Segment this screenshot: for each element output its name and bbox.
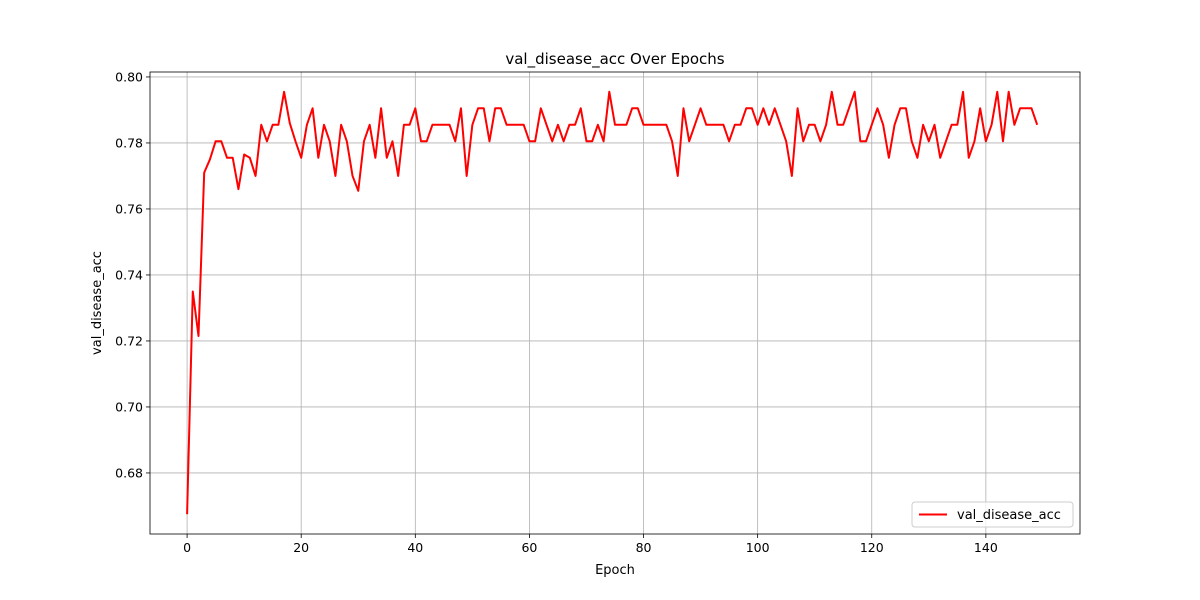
y-tick-label: 0.74 [115, 267, 143, 282]
x-axis-label: Epoch [595, 563, 635, 578]
x-tick-label: 40 [407, 540, 423, 555]
x-tick-label: 120 [860, 540, 884, 555]
x-tick-label: 140 [974, 540, 998, 555]
x-tick-label: 80 [636, 540, 652, 555]
x-tick-label: 60 [521, 540, 537, 555]
y-tick-label: 0.68 [115, 465, 143, 480]
y-axis-label: val_disease_acc [90, 251, 105, 355]
legend: val_disease_acc [911, 501, 1074, 528]
legend-frame [911, 501, 1074, 528]
grid-lines [150, 72, 1080, 534]
y-tick-label: 0.72 [115, 333, 143, 348]
x-tick-label: 0 [183, 540, 191, 555]
plot-frame [149, 71, 1081, 535]
y-tick-label: 0.70 [115, 399, 143, 414]
x-tick-label: 20 [293, 540, 309, 555]
legend-entry-label: val_disease_acc [957, 508, 1061, 523]
chart-title: val_disease_acc Over Epochs [505, 50, 724, 69]
series-line-val_disease_acc [186, 90, 1039, 515]
y-tick-label: 0.76 [115, 201, 143, 216]
x-axis-ticks: 0 20 40 60 80 100 120 140 [183, 534, 998, 555]
x-tick-label: 100 [746, 540, 770, 555]
axes [149, 71, 1081, 535]
y-tick-label: 0.80 [115, 69, 143, 84]
y-axis-ticks: 0.68 0.70 0.72 0.74 0.76 0.78 0.80 [115, 69, 150, 480]
series-layer [186, 90, 1039, 515]
y-tick-label: 0.78 [115, 135, 143, 150]
